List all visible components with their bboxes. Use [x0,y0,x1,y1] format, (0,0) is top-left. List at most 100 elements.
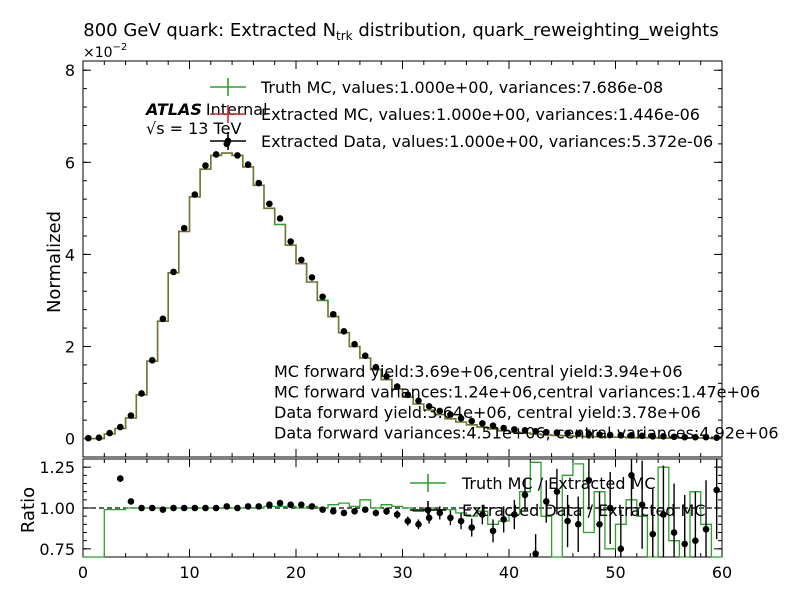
data-point [361,352,369,359]
data-point [351,340,358,348]
top-y-tick-label: 2 [65,337,75,356]
y-multiplier-exponent: −2 [113,42,128,53]
ratio-point [511,511,518,518]
ratio-point [266,501,273,509]
legend-label: Truth MC, values:1.000e+00, variances:7.… [260,78,663,97]
ratio-point [713,486,720,494]
ratio-point [692,537,699,544]
annotation-line: MC forward variances:1.24e+06,central va… [274,383,760,402]
ratio-point [383,507,390,515]
data-point [287,238,294,245]
ratio-point [212,504,220,512]
x-tick-label: 60 [712,563,732,582]
bottom-legend: Truth MC / Extracted MC Extracted Data / … [410,474,706,520]
ratio-point [617,545,625,553]
energy-label: √s = 13 TeV [146,119,241,138]
x-tick-label: 30 [392,563,412,582]
data-point [670,433,678,441]
x-tick-label: 50 [605,563,625,582]
data-point [159,315,167,323]
ratio-point [180,504,188,512]
ratio-point [585,476,593,484]
data-point [702,433,710,441]
ratio-point [628,472,635,479]
top-x-ticks [82,61,723,457]
data-point [85,434,92,442]
ratio-point [170,504,177,512]
data-point [521,426,529,434]
data-point [532,427,539,435]
yield-annotations: MC forward yield:3.69e+06,central yield:… [274,362,779,443]
data-point [276,215,284,222]
ratio-point [127,498,135,505]
data-point [649,432,657,440]
y-multiplier: ×10−2 [83,42,127,61]
bottom-y-tick-label: 0.75 [39,540,75,559]
chart-title-subscript: trk [336,29,353,43]
ratio-point [702,525,710,533]
legend-label: Extracted Data, values:1.000e+00, varian… [261,132,713,151]
data-point [617,432,625,439]
data-point [404,391,412,399]
data-point [479,420,486,427]
ratio-point [361,506,369,513]
data-point [692,433,699,441]
data-point [148,357,156,364]
atlas-label: ATLAS Internal [144,100,268,119]
annotation-line: MC forward yield:3.69e+06,central yield:… [274,362,683,381]
ratio-point [191,504,199,512]
data-point [383,373,390,380]
ratio-point [148,504,156,512]
top-legend: Truth MC, values:1.000e+00, variances:7.… [210,78,713,151]
data-point [564,429,571,437]
ratio-point [638,501,646,509]
ratio-legend-label: Extracted Data / Extracted MC [462,501,706,520]
ratio-point [415,521,422,528]
top-y-tick-label: 0 [65,430,75,449]
ratio-point [298,501,305,509]
ratio-point [574,521,582,528]
data-point [628,432,635,439]
top-y-tick-label: 8 [65,61,75,80]
ratio-point [436,509,444,517]
bottom-y-tick-label: 1.25 [39,458,75,477]
data-point [191,191,199,198]
x-tick-label: 40 [499,563,519,582]
data-point [511,426,518,433]
ratio-point [372,509,380,517]
ratio-point [670,529,678,536]
data-point [393,383,401,390]
legend-marker-dot [224,137,232,145]
data-point [489,422,497,429]
ratio-point [276,499,284,507]
chart-title: 800 GeV quark: Extracted Ntrk distributi… [83,20,718,43]
data-point [372,363,380,371]
ratio-point [319,506,326,513]
data-point [447,411,454,418]
data-point [596,431,603,438]
ratio-point [489,527,497,535]
ratio-point [500,516,507,523]
ratio-point [468,524,476,531]
ratio-point [681,540,689,548]
annotation-line: Data forward yield:3.64e+06, central yie… [274,403,701,422]
data-point [340,327,348,335]
data-point [170,268,177,276]
ratio-legend-marker-dot [424,506,432,514]
data-point [585,430,593,438]
ratio-point [308,503,316,510]
ratio-point [287,501,294,509]
data-point [138,390,145,397]
chart-title-rest: distribution, quark_reweighting_weights [353,20,719,41]
data-point [319,293,326,301]
x-tick-label: 0 [78,563,88,582]
data-point [553,429,561,436]
data-point [266,200,273,208]
data-point [106,429,113,437]
annotation-line: Data forward variances:4.51e+06, central… [274,424,779,443]
bottom-y-axis-label: Ratio [18,487,39,533]
data-point [116,423,124,431]
data-point [308,274,316,281]
ratio-point [393,511,401,518]
